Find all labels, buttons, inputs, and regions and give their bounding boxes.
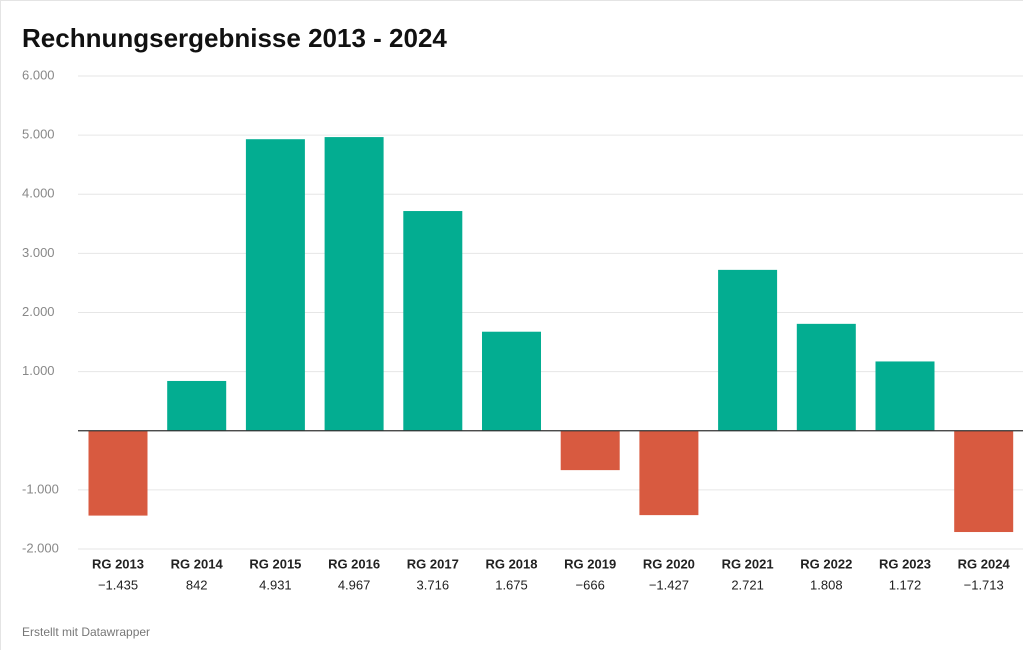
bar — [482, 331, 541, 431]
bar — [167, 380, 227, 431]
y-tick-label: 5.000 — [22, 127, 55, 142]
value-label: 1.675 — [495, 577, 528, 592]
value-label: −1.427 — [649, 577, 689, 592]
value-label: 842 — [186, 577, 208, 592]
x-tick-label: RG 2016 — [328, 556, 380, 571]
bar — [718, 269, 778, 431]
y-tick-label: 6.000 — [22, 67, 55, 82]
chart-title: Rechnungsergebnisse 2013 - 2024 — [22, 23, 447, 53]
bar — [88, 430, 148, 516]
bar — [324, 137, 384, 431]
x-tick-label: RG 2015 — [249, 556, 301, 571]
footer: Erstellt mit Datawrapper — [22, 625, 150, 639]
x-tick-label: RG 2018 — [485, 556, 537, 571]
bar — [639, 430, 699, 516]
value-label: 3.716 — [417, 577, 450, 592]
value-label: 2.721 — [731, 577, 764, 592]
bar — [560, 430, 620, 471]
value-label: −666 — [576, 577, 605, 592]
value-label: 1.172 — [889, 577, 922, 592]
value-label: 4.967 — [338, 577, 371, 592]
bar — [796, 323, 856, 431]
x-tick-label: RG 2022 — [800, 556, 852, 571]
y-tick-label: 4.000 — [22, 186, 55, 201]
x-tick-label: RG 2020 — [643, 556, 695, 571]
bar — [245, 139, 305, 431]
y-tick-label: 1.000 — [22, 363, 55, 378]
value-label: −1.435 — [98, 577, 138, 592]
bar — [954, 430, 1014, 533]
value-label: 1.808 — [810, 577, 843, 592]
value-label: −1.713 — [964, 577, 1004, 592]
bar — [403, 211, 463, 431]
x-tick-label: RG 2017 — [407, 556, 459, 571]
y-tick-label: -1.000 — [22, 481, 59, 496]
x-tick-label: RG 2019 — [564, 556, 616, 571]
y-tick-label: 2.000 — [22, 304, 55, 319]
x-tick-label: RG 2013 — [92, 556, 144, 571]
x-tick-label: RG 2021 — [722, 556, 774, 571]
y-tick-label: 3.000 — [22, 245, 55, 260]
bar — [875, 361, 935, 431]
value-label: 4.931 — [259, 577, 292, 592]
x-tick-label: RG 2014 — [171, 556, 224, 571]
x-tick-label: RG 2024 — [958, 556, 1011, 571]
x-tick-label: RG 2023 — [879, 556, 931, 571]
y-tick-label: -2.000 — [22, 540, 59, 555]
